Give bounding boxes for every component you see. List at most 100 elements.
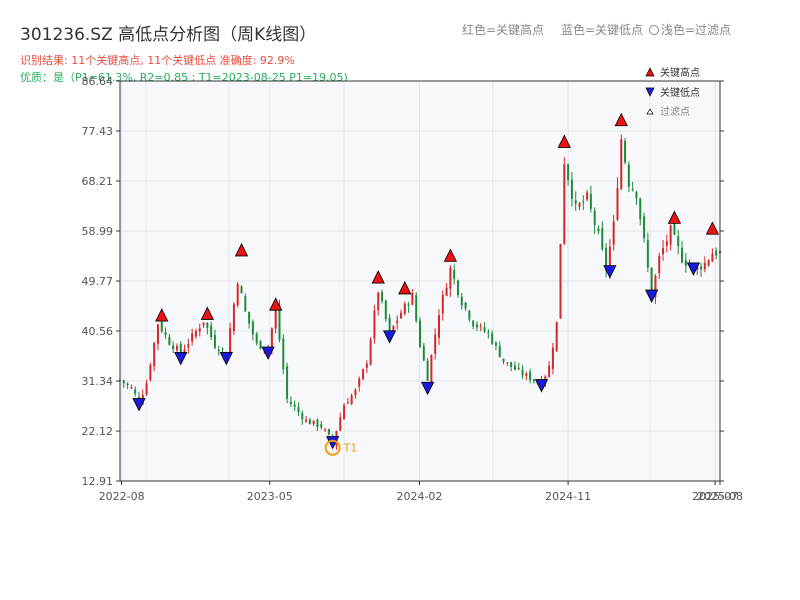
- candle-body: [513, 365, 516, 370]
- candle-body: [126, 383, 129, 385]
- candle-body: [130, 387, 133, 389]
- candle-body: [582, 201, 585, 203]
- candle-body: [350, 395, 353, 404]
- candle-body: [312, 420, 315, 425]
- candle-body: [681, 247, 684, 263]
- candle-body: [711, 253, 714, 262]
- candle-body: [172, 345, 175, 350]
- low-marker: [326, 436, 340, 450]
- candle-body: [392, 325, 395, 333]
- low-marker: [219, 352, 233, 366]
- candle-body: [248, 311, 251, 324]
- y-tick-label: 58.99: [82, 225, 114, 238]
- candle-body: [384, 300, 387, 320]
- candle-body: [122, 380, 125, 384]
- candle-body: [684, 260, 687, 266]
- candle-body: [517, 367, 520, 369]
- candle-body: [343, 405, 346, 420]
- candle-body: [270, 328, 273, 349]
- high-marker-icon: [645, 67, 655, 77]
- candle-body: [658, 255, 661, 274]
- markers: T1: [132, 112, 720, 456]
- candle-body: [145, 383, 148, 395]
- candle-body: [316, 419, 319, 427]
- candle-body: [715, 250, 718, 256]
- low-marker: [261, 346, 275, 360]
- candle-body: [251, 321, 254, 335]
- candle-body: [608, 246, 611, 272]
- legend-note-blue: 蓝色=关键低点: [561, 23, 644, 37]
- candle-body: [506, 362, 509, 364]
- marker-legend: 关键高点 关键低点 过滤点: [645, 66, 700, 118]
- candle-body: [673, 222, 676, 235]
- candle-body: [445, 288, 448, 296]
- candle-body: [567, 164, 570, 181]
- low-marker: [420, 381, 435, 396]
- high-marker: [667, 210, 682, 224]
- candle-body: [453, 269, 456, 279]
- candle-body: [358, 378, 361, 387]
- candle-body: [362, 369, 365, 380]
- candle-body: [624, 140, 627, 163]
- y-tick-label: 12.91: [82, 475, 114, 488]
- candle-body: [286, 366, 289, 399]
- x-tick-label: 2023-05: [247, 490, 293, 503]
- candle-body: [213, 335, 216, 348]
- candle-body: [255, 333, 258, 344]
- candle-body: [175, 346, 178, 351]
- candle-body: [153, 342, 156, 367]
- candle-body: [601, 228, 604, 250]
- candle-body: [244, 296, 247, 312]
- candle-body: [475, 324, 478, 328]
- high-marker: [155, 308, 169, 322]
- low-marker: [174, 352, 188, 366]
- candle-body: [464, 302, 467, 309]
- candle-body: [236, 284, 239, 306]
- candle-body: [627, 164, 630, 187]
- candle-body: [654, 275, 657, 298]
- y-tick-label: 31.34: [82, 375, 114, 388]
- candle-body: [422, 345, 425, 361]
- candle-body: [529, 371, 532, 381]
- candle-body: [574, 200, 577, 204]
- circle-icon: [649, 25, 659, 35]
- candle-body: [525, 373, 528, 376]
- x-tick-label: 2025-07: [692, 490, 738, 503]
- candle-body: [407, 304, 410, 306]
- y-tick-label: 49.77: [82, 275, 114, 288]
- candle-body: [551, 347, 554, 369]
- candle-body: [179, 343, 182, 354]
- candle-body: [620, 139, 623, 189]
- candle-body: [320, 424, 323, 428]
- low-marker-icon: [645, 87, 655, 97]
- candle-body: [282, 338, 285, 370]
- candle-body: [559, 244, 562, 319]
- candle-body: [297, 407, 300, 413]
- candle-body: [456, 280, 459, 296]
- candle-body: [434, 334, 437, 354]
- candle-body: [468, 310, 471, 320]
- candle-body: [278, 305, 281, 340]
- legend-low-label: 关键低点: [660, 86, 700, 99]
- candle-body: [217, 349, 220, 352]
- candle-body: [324, 429, 327, 431]
- candle-body: [240, 286, 243, 294]
- low-marker: [603, 265, 617, 279]
- candle-body: [510, 362, 513, 367]
- candles: [119, 134, 721, 450]
- candle-body: [301, 412, 304, 420]
- candle-body: [487, 332, 490, 334]
- candle-body: [198, 328, 201, 332]
- candle-body: [400, 312, 403, 319]
- chart-title: 301236.SZ 高低点分析图（周K线图）: [20, 25, 317, 45]
- candle-body: [593, 210, 596, 226]
- t1-circle: [324, 439, 341, 456]
- candle-body: [346, 402, 349, 404]
- high-marker: [557, 134, 571, 148]
- candle-body: [472, 320, 475, 327]
- candle-body: [419, 320, 421, 347]
- low-marker: [382, 330, 397, 344]
- candle-body: [707, 260, 710, 266]
- candle-body: [377, 292, 380, 310]
- candle-body: [597, 228, 600, 232]
